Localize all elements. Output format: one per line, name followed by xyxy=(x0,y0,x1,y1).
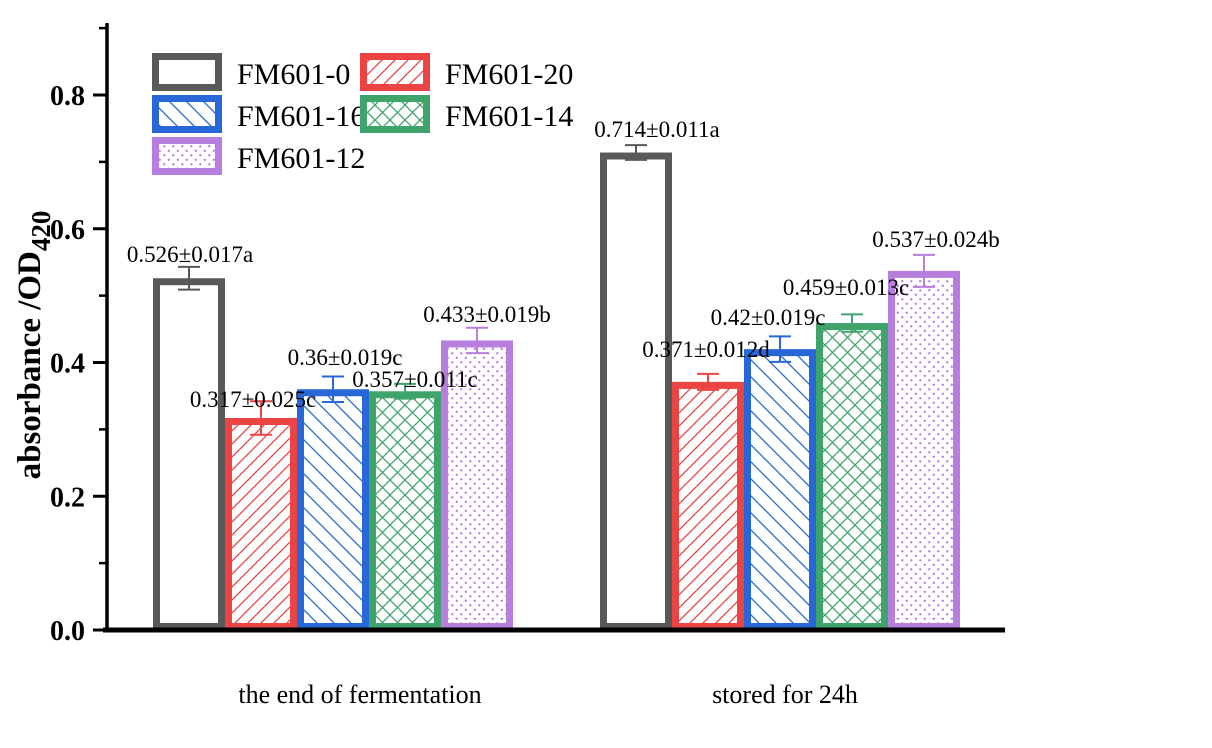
y-tick-label: 0.6 xyxy=(50,215,85,246)
legend-swatch-FM601-16 xyxy=(152,95,222,133)
bar-FM601-16-group1 xyxy=(297,389,369,630)
y-tick-label: 0.2 xyxy=(50,482,85,513)
legend-swatch-FM601-20 xyxy=(360,53,430,91)
error-bar-FM601-14-group1 xyxy=(394,382,416,400)
bar-FM601-16-group2 xyxy=(744,349,816,630)
category-label-group1: the end of fermentation xyxy=(238,680,481,709)
value-label-FM601-12-group2: 0.537±0.024b xyxy=(872,227,1000,252)
value-label-FM601-20-group2: 0.371±0.012d xyxy=(642,337,770,362)
value-label-FM601-16-group2: 0.42±0.019c xyxy=(711,305,826,330)
error-bar-FM601-16-group1 xyxy=(322,375,344,403)
value-label-FM601-14-group1: 0.357±0.011c xyxy=(352,367,477,392)
y-tick-label: 0.4 xyxy=(50,349,85,380)
error-bar-FM601-0-group2 xyxy=(625,144,647,161)
value-label-FM601-14-group2: 0.459±0.013c xyxy=(783,275,909,300)
value-label-FM601-0-group2: 0.714±0.011a xyxy=(594,117,719,142)
legend-item-FM601-16: FM601-16 xyxy=(152,95,365,133)
legend-label-FM601-16: FM601-16 xyxy=(237,100,365,133)
y-tick-label: 0.0 xyxy=(50,616,85,647)
legend-label-FM601-12: FM601-12 xyxy=(237,142,365,175)
legend-swatch-FM601-12 xyxy=(152,137,222,175)
bar-FM601-14-group1 xyxy=(369,391,441,630)
error-bar-FM601-14-group2 xyxy=(841,313,863,333)
error-bar-FM601-12-group1 xyxy=(466,326,488,355)
legend-item-FM601-14: FM601-14 xyxy=(360,95,573,133)
error-bar-FM601-20-group1 xyxy=(250,400,272,436)
error-bar-FM601-16-group2 xyxy=(769,335,791,363)
bar-FM601-14-group2 xyxy=(816,323,888,630)
legend-swatch-FM601-0 xyxy=(152,53,222,91)
value-labels-group: 0.526±0.017a 0.714±0.011a 0.317±0.025c 0.37… xyxy=(127,117,1000,412)
y-tick-labels: 0.0 0.2 0.4 0.6 0.8 xyxy=(50,81,85,647)
value-label-FM601-0-group1: 0.526±0.017a xyxy=(127,242,253,267)
legend-label-FM601-14: FM601-14 xyxy=(445,100,573,133)
legend: FM601-0 FM601-20 FM601-16 FM601-14 FM601-12 xyxy=(152,53,573,175)
error-bars-group xyxy=(178,144,935,436)
value-label-FM601-20-group1: 0.317±0.025c xyxy=(190,387,316,412)
legend-item-FM601-12: FM601-12 xyxy=(152,137,365,175)
axes-group xyxy=(93,23,1005,633)
bar-FM601-0-group2 xyxy=(600,152,672,630)
legend-swatch-FM601-14 xyxy=(360,95,430,133)
y-axis-title-subscript: 420 xyxy=(26,211,56,252)
error-bar-FM601-12-group2 xyxy=(913,253,935,288)
bar-FM601-12-group2 xyxy=(888,270,960,630)
category-label-group2: stored for 24h xyxy=(712,680,858,709)
legend-label-FM601-20: FM601-20 xyxy=(445,58,573,91)
y-axis-title: absorbance /OD420 xyxy=(12,211,56,480)
legend-item-FM601-0: FM601-0 xyxy=(152,53,350,91)
category-labels-group: the end of fermentation stored for 24h xyxy=(238,680,858,709)
bar-FM601-20-group1 xyxy=(225,418,297,630)
legend-label-FM601-0: FM601-0 xyxy=(237,58,350,91)
legend-item-FM601-20: FM601-20 xyxy=(360,53,573,91)
bar-FM601-12-group1 xyxy=(441,340,513,630)
y-tick-label: 0.8 xyxy=(50,81,85,112)
error-bar-FM601-20-group2 xyxy=(697,372,719,391)
bar-FM601-20-group2 xyxy=(672,381,744,630)
error-bar-FM601-0-group1 xyxy=(178,265,200,291)
value-label-FM601-12-group1: 0.433±0.019b xyxy=(423,302,551,327)
value-label-FM601-16-group1: 0.36±0.019c xyxy=(288,345,403,370)
bar-FM601-0-group1 xyxy=(153,278,225,630)
